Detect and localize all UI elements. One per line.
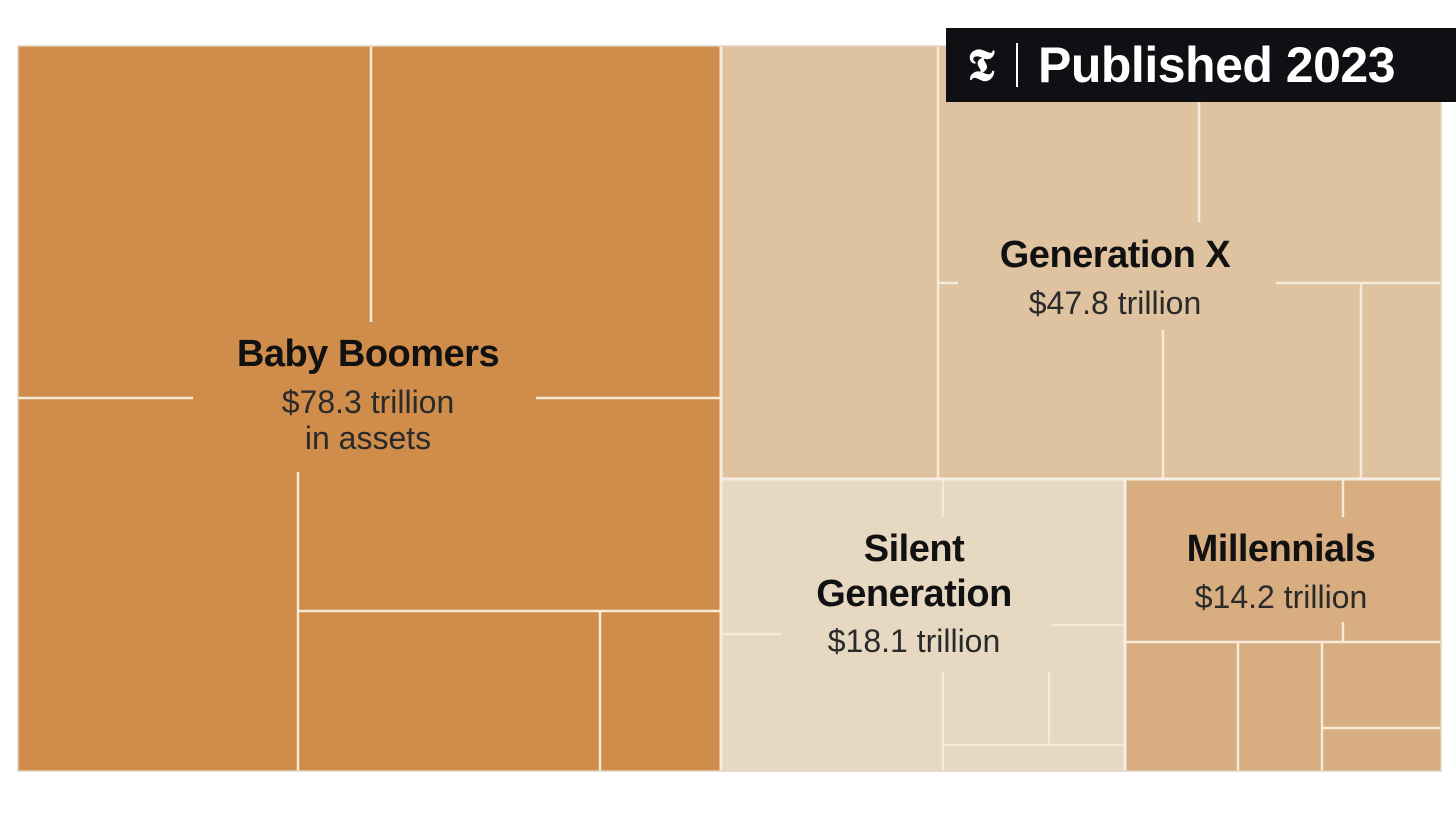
tile-generation-x: [721, 46, 1441, 479]
treemap-frame: [17, 45, 1442, 772]
label-generation-x-name: Generation X: [1000, 234, 1232, 276]
tile-millennials: [1125, 479, 1441, 771]
label-baby-boomers-name: Baby Boomers: [237, 333, 499, 375]
badge-divider: [1016, 43, 1018, 87]
label-generation-x-value: $47.8 trillion: [1029, 285, 1202, 321]
published-badge: 𝕿 Published 2023: [946, 28, 1456, 102]
nyt-logo-icon: 𝕿: [967, 39, 995, 91]
tile-baby-boomers: [18, 46, 721, 771]
label-silent-generation-value: $18.1 trillion: [828, 623, 1001, 659]
label-millennials-name: Millennials: [1187, 528, 1376, 570]
label-baby-boomers-extra: in assets: [305, 420, 431, 456]
published-year-label: Published 2023: [1038, 37, 1396, 93]
label-silent-generation-name-line1: Silent: [864, 528, 965, 570]
label-millennials-value: $14.2 trillion: [1195, 579, 1368, 615]
label-baby-boomers-value: $78.3 trillion: [282, 384, 455, 420]
label-silent-generation-name-line2: Generation: [816, 573, 1012, 615]
